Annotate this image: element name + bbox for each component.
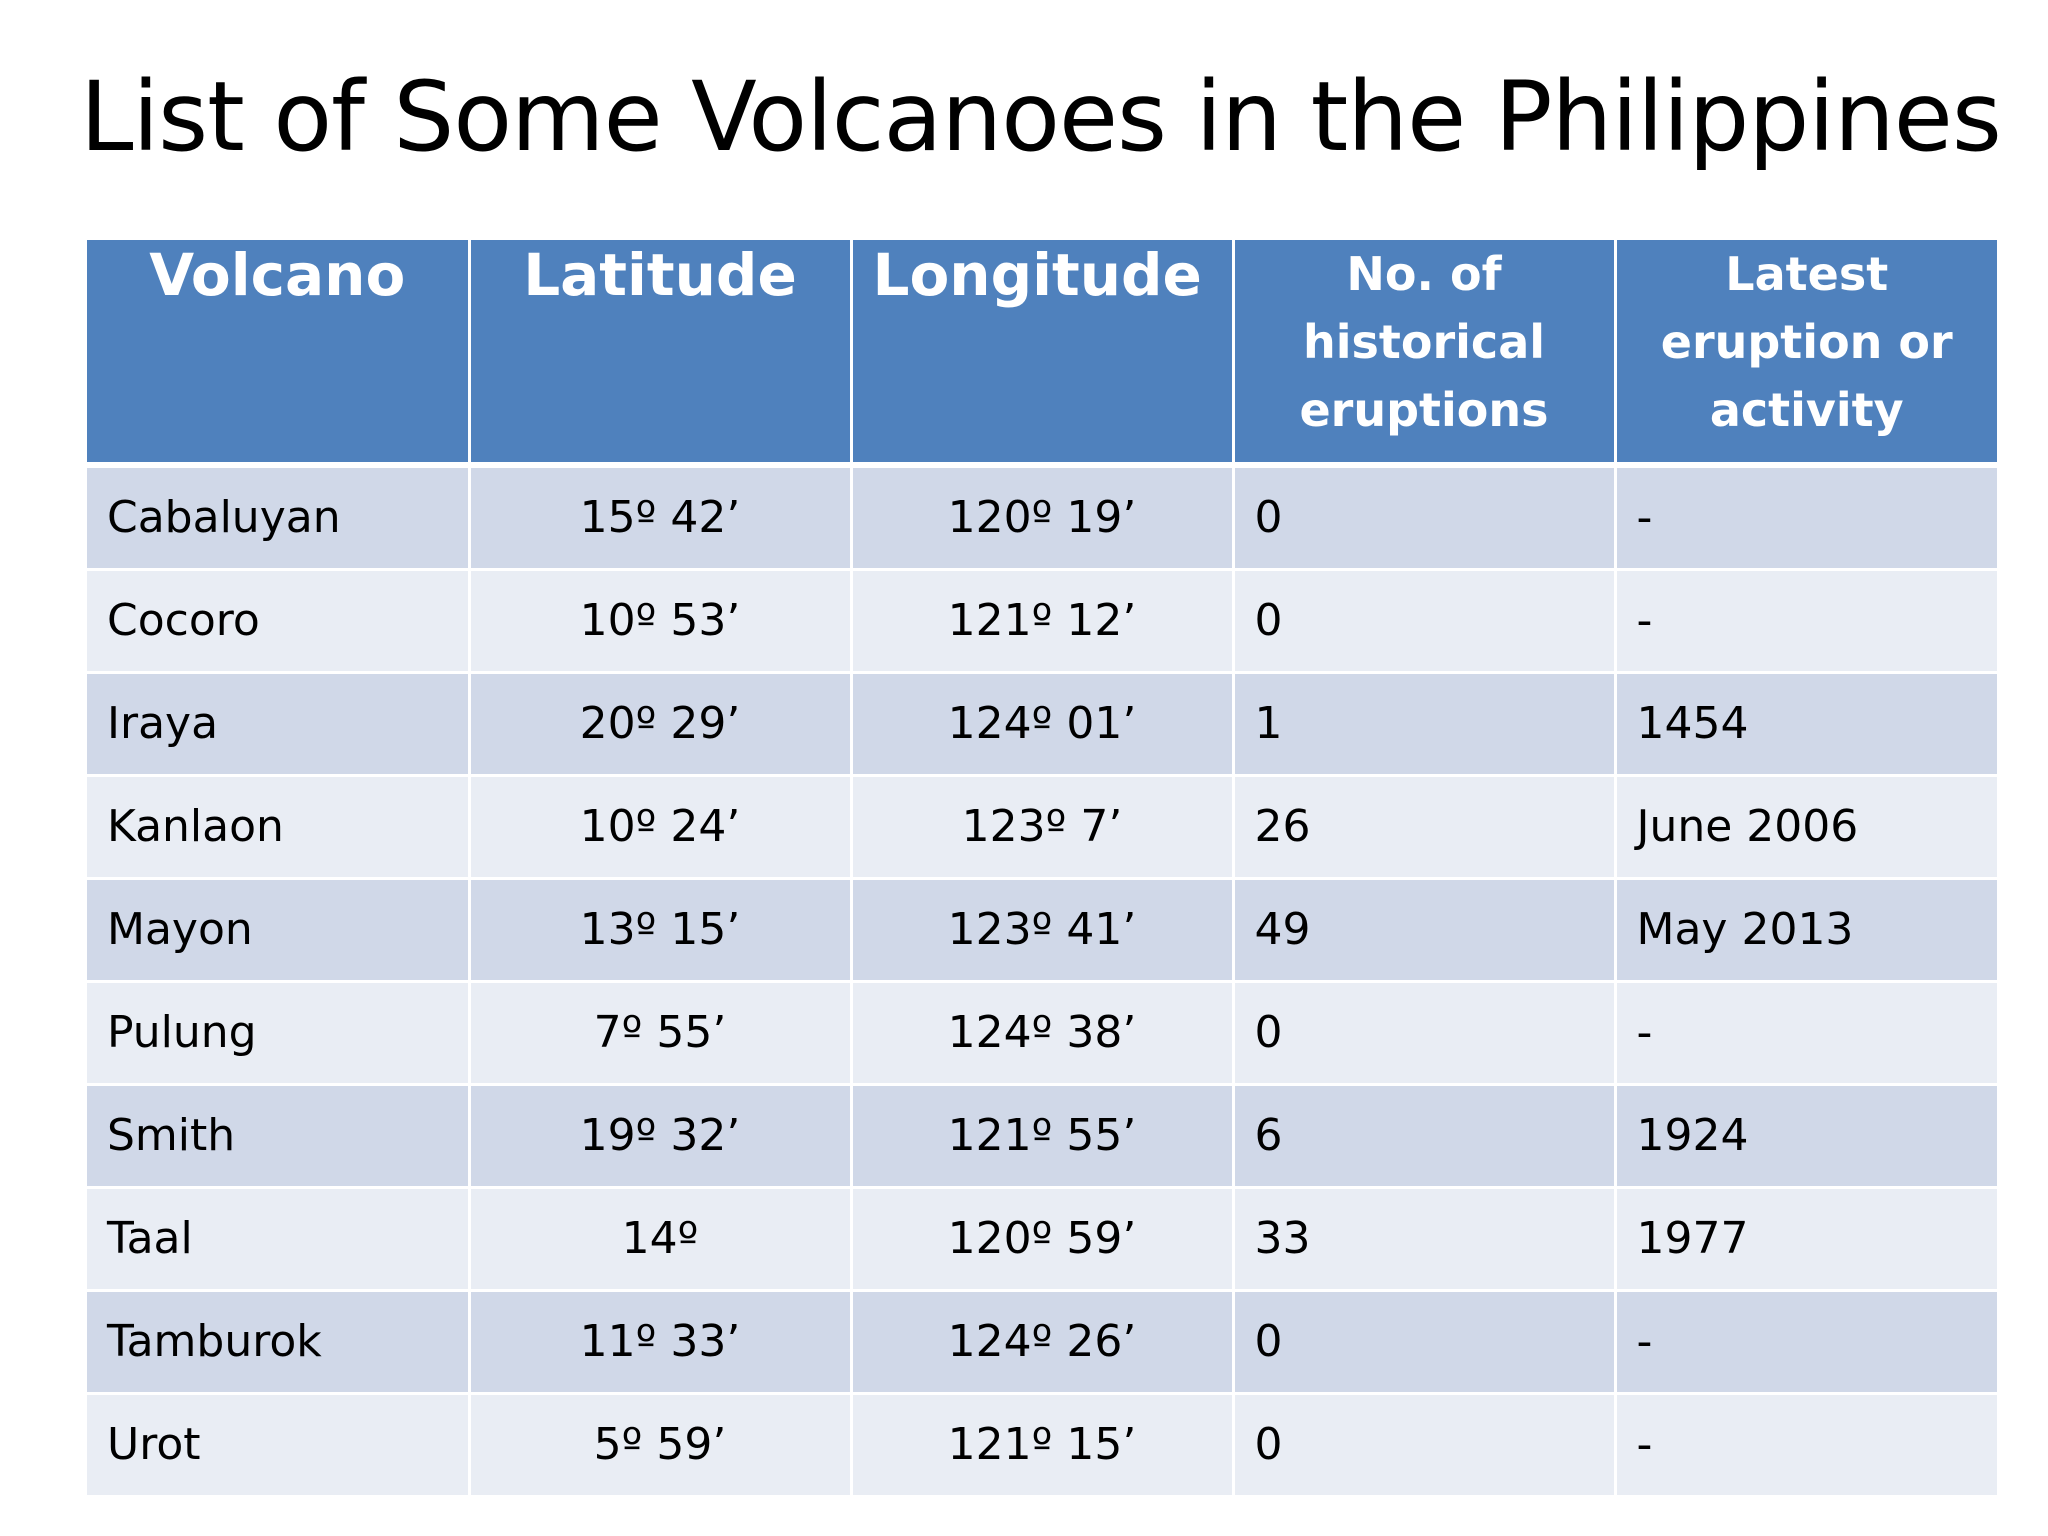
cell-latitude: 14º <box>469 1187 853 1292</box>
cell-volcano: Iraya <box>87 672 471 777</box>
header-latest-eruption: Latest eruption or activity <box>1615 240 1997 468</box>
cell-volcano: Taal <box>87 1187 471 1292</box>
slide-title: List of Some Volcanoes in the Philippine… <box>80 61 2002 173</box>
cell-volcano: Kanlaon <box>87 775 471 880</box>
cell-eruptions: 0 <box>1233 569 1617 674</box>
table-row: Kanlaon 10º 24’ 123º 7’ 26 June 2006 <box>87 775 1997 880</box>
cell-longitude: 124º 01’ <box>851 672 1235 777</box>
table-row: Urot 5º 59’ 121º 15’ 0 - <box>87 1393 1997 1498</box>
cell-latitude: 7º 55’ <box>469 981 853 1086</box>
cell-latitude: 10º 24’ <box>469 775 853 880</box>
table-row: Cabaluyan 15º 42’ 120º 19’ 0 - <box>87 465 1997 571</box>
cell-latitude: 10º 53’ <box>469 569 853 674</box>
cell-latest: 1924 <box>1615 1084 1997 1189</box>
cell-latest: - <box>1615 1393 1997 1498</box>
cell-longitude: 120º 59’ <box>851 1187 1235 1292</box>
cell-eruptions: 0 <box>1233 981 1617 1086</box>
cell-latest: June 2006 <box>1615 775 1997 880</box>
cell-volcano: Smith <box>87 1084 471 1189</box>
cell-latitude: 15º 42’ <box>469 465 853 571</box>
cell-latest: - <box>1615 981 1997 1086</box>
cell-latitude: 13º 15’ <box>469 878 853 983</box>
cell-volcano: Tamburok <box>87 1290 471 1395</box>
table-row: Smith 19º 32’ 121º 55’ 6 1924 <box>87 1084 1997 1189</box>
cell-eruptions: 1 <box>1233 672 1617 777</box>
header-row: Volcano Latitude Longitude No. of histor… <box>87 240 1997 468</box>
table-row: Iraya 20º 29’ 124º 01’ 1 1454 <box>87 672 1997 777</box>
cell-latest: 1977 <box>1615 1187 1997 1292</box>
cell-longitude: 121º 15’ <box>851 1393 1235 1498</box>
cell-longitude: 123º 7’ <box>851 775 1235 880</box>
cell-latest: - <box>1615 1290 1997 1395</box>
cell-volcano: Cabaluyan <box>87 465 471 571</box>
cell-latitude: 20º 29’ <box>469 672 853 777</box>
cell-eruptions: 26 <box>1233 775 1617 880</box>
cell-volcano: Pulung <box>87 981 471 1086</box>
cell-longitude: 121º 55’ <box>851 1084 1235 1189</box>
cell-eruptions: 49 <box>1233 878 1617 983</box>
header-volcano: Volcano <box>87 240 471 468</box>
table-row: Tamburok 11º 33’ 124º 26’ 0 - <box>87 1290 1997 1395</box>
cell-eruptions: 0 <box>1233 465 1617 571</box>
header-historical-eruptions: No. of historical eruptions <box>1233 240 1617 468</box>
cell-latitude: 5º 59’ <box>469 1393 853 1498</box>
volcano-table: Volcano Latitude Longitude No. of histor… <box>87 240 1997 1498</box>
cell-longitude: 124º 26’ <box>851 1290 1235 1395</box>
cell-latest: 1454 <box>1615 672 1997 777</box>
cell-latest: May 2013 <box>1615 878 1997 983</box>
cell-eruptions: 0 <box>1233 1290 1617 1395</box>
table-body: Cabaluyan 15º 42’ 120º 19’ 0 - Cocoro 10… <box>87 465 1997 1498</box>
table-row: Mayon 13º 15’ 123º 41’ 49 May 2013 <box>87 878 1997 983</box>
cell-latest: - <box>1615 465 1997 571</box>
header-latitude: Latitude <box>469 240 853 468</box>
cell-latest: - <box>1615 569 1997 674</box>
cell-longitude: 120º 19’ <box>851 465 1235 571</box>
cell-volcano: Urot <box>87 1393 471 1498</box>
cell-volcano: Mayon <box>87 878 471 983</box>
cell-eruptions: 0 <box>1233 1393 1617 1498</box>
cell-longitude: 121º 12’ <box>851 569 1235 674</box>
cell-eruptions: 33 <box>1233 1187 1617 1292</box>
header-longitude: Longitude <box>851 240 1235 468</box>
cell-latitude: 11º 33’ <box>469 1290 853 1395</box>
cell-volcano: Cocoro <box>87 569 471 674</box>
cell-eruptions: 6 <box>1233 1084 1617 1189</box>
cell-latitude: 19º 32’ <box>469 1084 853 1189</box>
table-row: Cocoro 10º 53’ 121º 12’ 0 - <box>87 569 1997 674</box>
table-row: Pulung 7º 55’ 124º 38’ 0 - <box>87 981 1997 1086</box>
cell-longitude: 123º 41’ <box>851 878 1235 983</box>
cell-longitude: 124º 38’ <box>851 981 1235 1086</box>
table-row: Taal 14º 120º 59’ 33 1977 <box>87 1187 1997 1292</box>
